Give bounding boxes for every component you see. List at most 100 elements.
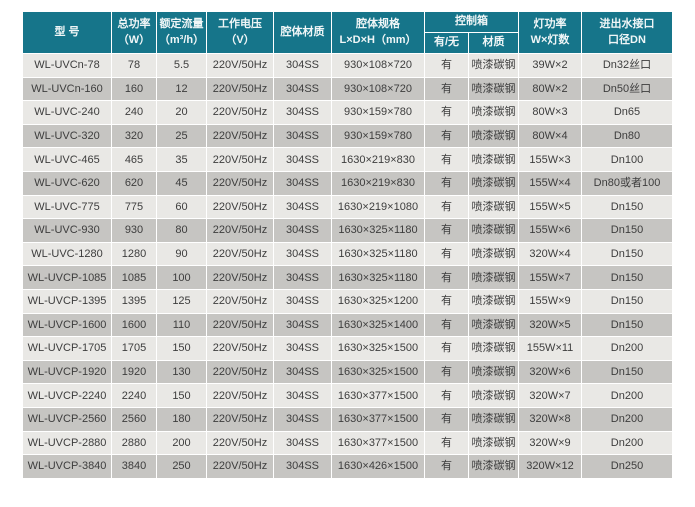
cell-inlet-outlet: Dn200 xyxy=(582,384,672,407)
header-label: 进出水接口 xyxy=(599,18,655,31)
table-head: 型 号 总功率 （W） 额定流量 （m³/h） 工作电压 （V） 腔体材质 腔体规格 L×D×H（… xyxy=(23,12,672,53)
spec-table-container: 型 号 总功率 （W） 额定流量 （m³/h） 工作电压 （V） 腔体材质 腔体规格 L×D×H（… xyxy=(22,11,673,479)
cell-chamber-material: 304SS xyxy=(274,289,331,313)
table-row: WL-UVC-320 320 25 220V/50Hz 304SS 930×159×780… xyxy=(23,124,672,148)
cell-total-power: 1705 xyxy=(112,337,156,360)
cell-chamber-material: 304SS xyxy=(274,266,331,289)
cell-model: WL-UVCP-1085 xyxy=(23,266,111,289)
cell-chamber-material: 304SS xyxy=(274,54,331,77)
header-label: L×D×H（mm） xyxy=(339,33,417,46)
cell-chamber-material: 304SS xyxy=(274,171,331,195)
cell-model: WL-UVCP-3840 xyxy=(23,455,111,478)
cell-rated-flow: 5.5 xyxy=(157,54,206,77)
cell-rated-flow: 150 xyxy=(157,337,206,360)
cell-rated-flow: 150 xyxy=(157,384,206,407)
cell-rated-flow: 130 xyxy=(157,360,206,384)
cell-lamp-power: 155W×7 xyxy=(519,266,581,289)
cell-inlet-outlet: Dn150 xyxy=(582,360,672,384)
table-row: WL-UVCP-1705 1705 150 220V/50Hz 304SS 1630×32… xyxy=(23,337,672,360)
cell-lamp-power: 155W×5 xyxy=(519,195,581,219)
cell-lamp-power: 320W×6 xyxy=(519,360,581,384)
header-label: 工作电压 xyxy=(218,18,262,31)
cell-control-material: 喷漆碳钢 xyxy=(469,337,518,360)
cell-inlet-outlet: Dn32丝口 xyxy=(582,54,672,77)
cell-lamp-power: 155W×11 xyxy=(519,337,581,360)
cell-control-has: 有 xyxy=(425,313,468,337)
header-label: 口径DN xyxy=(608,33,646,46)
cell-control-has: 有 xyxy=(425,266,468,289)
cell-model: WL-UVC-1280 xyxy=(23,242,111,266)
table-row: WL-UVC-240 240 20 220V/50Hz 304SS 930×159×780… xyxy=(23,101,672,124)
cell-chamber-size: 1630×325×1180 xyxy=(332,219,424,242)
cell-chamber-material: 304SS xyxy=(274,313,331,337)
cell-inlet-outlet: Dn150 xyxy=(582,266,672,289)
cell-total-power: 240 xyxy=(112,101,156,124)
header-label: 腔体材质 xyxy=(280,25,325,38)
cell-chamber-material: 304SS xyxy=(274,242,331,266)
cell-chamber-size: 1630×377×1500 xyxy=(332,384,424,407)
header-label: （V） xyxy=(225,33,255,46)
cell-voltage: 220V/50Hz xyxy=(207,313,273,337)
cell-model: WL-UVC-465 xyxy=(23,148,111,171)
cell-lamp-power: 320W×9 xyxy=(519,431,581,455)
cell-chamber-material: 304SS xyxy=(274,337,331,360)
cell-model: WL-UVCP-1920 xyxy=(23,360,111,384)
cell-total-power: 1600 xyxy=(112,313,156,337)
cell-chamber-material: 304SS xyxy=(274,77,331,101)
cell-control-has: 有 xyxy=(425,101,468,124)
cell-inlet-outlet: Dn250 xyxy=(582,455,672,478)
cell-control-has: 有 xyxy=(425,289,468,313)
table-row: WL-UVC-620 620 45 220V/50Hz 304SS 1630×219×83… xyxy=(23,171,672,195)
cell-lamp-power: 320W×5 xyxy=(519,313,581,337)
cell-control-material: 喷漆碳钢 xyxy=(469,289,518,313)
table-row: WL-UVCP-2240 2240 150 220V/50Hz 304SS 1630×37… xyxy=(23,384,672,407)
cell-lamp-power: 155W×3 xyxy=(519,148,581,171)
cell-model: WL-UVCP-1705 xyxy=(23,337,111,360)
cell-chamber-size: 1630×426×1500 xyxy=(332,455,424,478)
header-control-material: 材质 xyxy=(469,33,518,53)
cell-control-has: 有 xyxy=(425,242,468,266)
header-lamp-power: 灯功率 W×灯数 xyxy=(519,12,581,53)
cell-total-power: 775 xyxy=(112,195,156,219)
cell-voltage: 220V/50Hz xyxy=(207,77,273,101)
header-chamber-material: 腔体材质 xyxy=(274,12,331,53)
cell-lamp-power: 155W×9 xyxy=(519,289,581,313)
cell-control-has: 有 xyxy=(425,455,468,478)
cell-control-has: 有 xyxy=(425,384,468,407)
cell-control-material: 喷漆碳钢 xyxy=(469,242,518,266)
cell-chamber-size: 1630×377×1500 xyxy=(332,431,424,455)
cell-chamber-material: 304SS xyxy=(274,148,331,171)
header-label: 灯功率 xyxy=(533,18,567,31)
cell-control-material: 喷漆碳钢 xyxy=(469,77,518,101)
cell-chamber-size: 930×159×780 xyxy=(332,101,424,124)
table-row: WL-UVCP-1395 1395 125 220V/50Hz 304SS 1630×32… xyxy=(23,289,672,313)
header-model: 型 号 xyxy=(23,12,111,53)
cell-total-power: 1085 xyxy=(112,266,156,289)
cell-rated-flow: 80 xyxy=(157,219,206,242)
cell-control-has: 有 xyxy=(425,124,468,148)
cell-control-material: 喷漆碳钢 xyxy=(469,171,518,195)
cell-voltage: 220V/50Hz xyxy=(207,219,273,242)
cell-total-power: 160 xyxy=(112,77,156,101)
cell-voltage: 220V/50Hz xyxy=(207,360,273,384)
cell-voltage: 220V/50Hz xyxy=(207,337,273,360)
cell-chamber-size: 930×108×720 xyxy=(332,54,424,77)
table-row: WL-UVCn-78 78 5.5 220V/50Hz 304SS 930×108×720… xyxy=(23,54,672,77)
header-label: 额定流量 xyxy=(159,18,204,31)
table-row: WL-UVCP-3840 3840 250 220V/50Hz 304SS 1630×42… xyxy=(23,455,672,478)
cell-inlet-outlet: Dn50丝口 xyxy=(582,77,672,101)
cell-voltage: 220V/50Hz xyxy=(207,148,273,171)
header-total-power: 总功率 （W） xyxy=(112,12,156,53)
cell-voltage: 220V/50Hz xyxy=(207,384,273,407)
header-label: （m³/h） xyxy=(158,33,205,46)
cell-rated-flow: 60 xyxy=(157,195,206,219)
cell-chamber-size: 1630×377×1500 xyxy=(332,407,424,431)
cell-rated-flow: 200 xyxy=(157,431,206,455)
cell-control-has: 有 xyxy=(425,54,468,77)
cell-chamber-size: 1630×325×1180 xyxy=(332,266,424,289)
cell-total-power: 2880 xyxy=(112,431,156,455)
cell-chamber-size: 930×108×720 xyxy=(332,77,424,101)
cell-control-material: 喷漆碳钢 xyxy=(469,148,518,171)
cell-control-has: 有 xyxy=(425,171,468,195)
cell-model: WL-UVCP-1600 xyxy=(23,313,111,337)
